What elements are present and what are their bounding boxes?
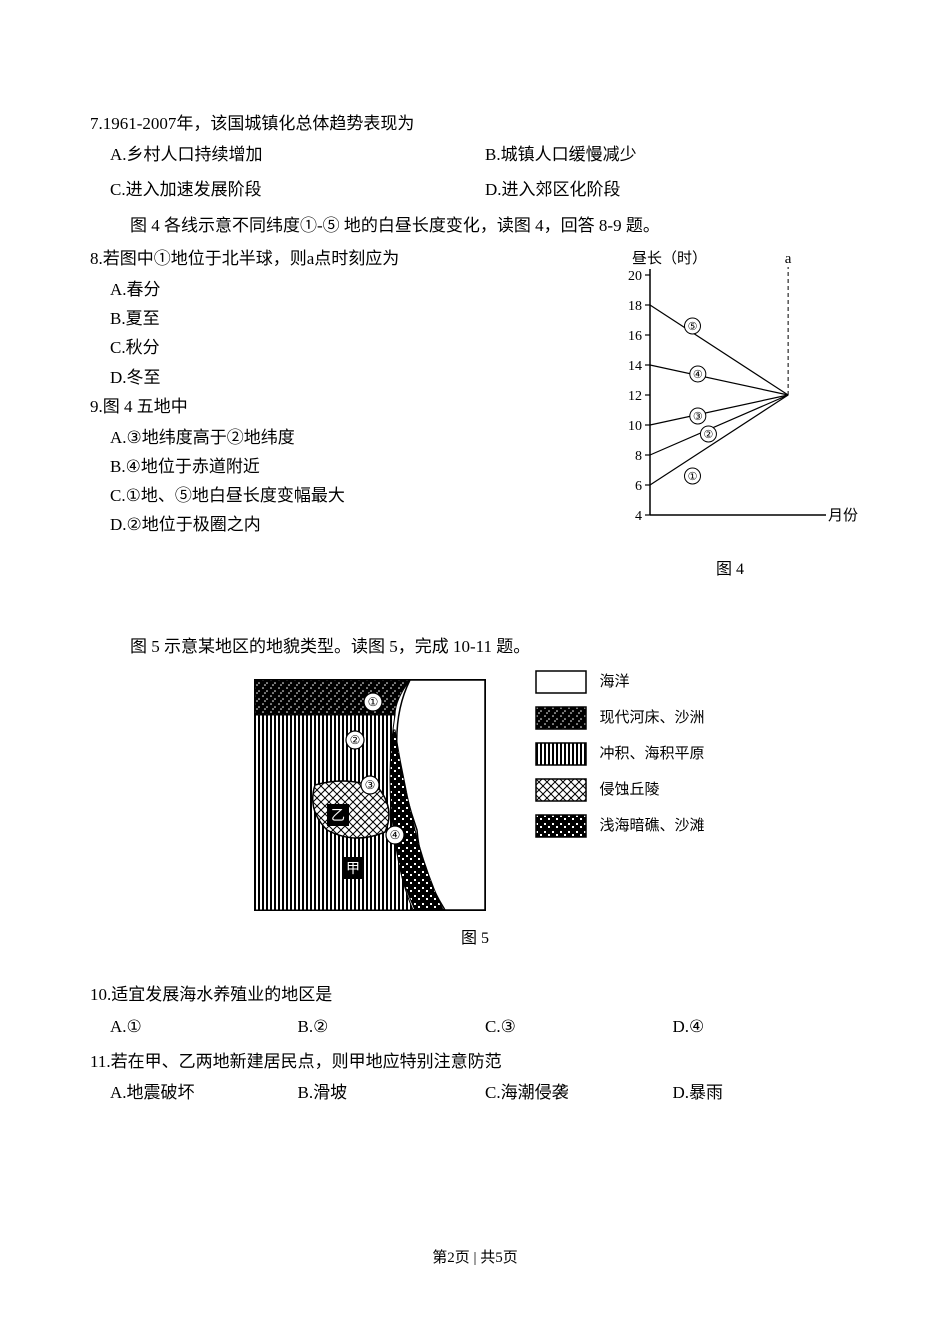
q7-options-row2: C.进入加速发展阶段 D.进入郊区化阶段 xyxy=(110,176,860,203)
q7-option-c: C.进入加速发展阶段 xyxy=(110,176,485,203)
q8-stem: 8.若图中①地位于北半球，则a点时刻应为 xyxy=(90,245,600,272)
svg-text:甲: 甲 xyxy=(346,862,360,877)
q11-option-c: C.海潮侵袭 xyxy=(485,1079,673,1106)
legend-swatch-icon xyxy=(535,670,587,694)
q8-q9-block: 8.若图中①地位于北半球，则a点时刻应为 A.春分 B.夏至 C.秋分 D.冬至… xyxy=(90,245,860,583)
q10-option-a: A.① xyxy=(110,1013,298,1040)
svg-text:6: 6 xyxy=(635,479,642,494)
question-10: 10.适宜发展海水养殖业的地区是 A.① B.② C.③ D.④ xyxy=(90,981,860,1039)
map5-caption: 图 5 xyxy=(90,926,860,952)
intro-fig4: 图 4 各线示意不同纬度①-⑤ 地的白昼长度变化，读图 4，回答 8-9 题。 xyxy=(130,212,860,239)
svg-text:昼长（时）: 昼长（时） xyxy=(632,250,707,267)
legend-label: 海洋 xyxy=(599,670,629,694)
q8-options: A.春分 B.夏至 C.秋分 D.冬至 xyxy=(110,276,600,391)
q7-option-d: D.进入郊区化阶段 xyxy=(485,176,860,203)
question-9: 9.图 4 五地中 A.③地纬度高于②地纬度 B.④地位于赤道附近 C.①地、⑤… xyxy=(90,393,600,539)
question-7: 7.1961-2007年，该国城镇化总体趋势表现为 A.乡村人口持续增加 B.城… xyxy=(90,110,860,204)
svg-text:4: 4 xyxy=(635,509,642,524)
svg-text:⑤: ⑤ xyxy=(688,321,698,333)
q11-option-d: D.暴雨 xyxy=(673,1079,861,1106)
q9-stem: 9.图 4 五地中 xyxy=(90,393,600,420)
q7-options-row1: A.乡村人口持续增加 B.城镇人口缓慢减少 xyxy=(110,141,860,168)
svg-text:20: 20 xyxy=(628,269,642,284)
svg-text:8: 8 xyxy=(635,449,642,464)
svg-text:①: ① xyxy=(368,695,379,709)
q10-option-d: D.④ xyxy=(673,1013,861,1040)
svg-text:18: 18 xyxy=(628,299,642,314)
q8-option-c: C.秋分 xyxy=(110,334,600,361)
q8-option-a: A.春分 xyxy=(110,276,600,303)
legend-label: 浅海暗礁、沙滩 xyxy=(599,814,704,838)
legend-swatch-icon xyxy=(535,814,587,838)
page-footer: 第2页 | 共5页 xyxy=(90,1246,860,1270)
q9-option-d: D.②地位于极圈之内 xyxy=(110,511,600,538)
q8-q9-text: 8.若图中①地位于北半球，则a点时刻应为 A.春分 B.夏至 C.秋分 D.冬至… xyxy=(90,245,600,541)
map5-legend: 海洋现代河床、沙洲冲积、海积平原侵蚀丘陵浅海暗礁、沙滩 xyxy=(535,670,704,838)
q11-option-a: A.地震破坏 xyxy=(110,1079,298,1106)
map5-svg: ① ② ③ ④ 甲 乙 xyxy=(245,670,495,920)
legend-swatch-icon xyxy=(535,706,587,730)
figure-4: 20 18 16 14 12 10 8 6 4 昼长（时） 月份 ① ②③ ④ ⑤ a 图 4 xyxy=(600,245,860,583)
q10-option-b: B.② xyxy=(298,1013,486,1040)
legend-item: 海洋 xyxy=(535,670,704,694)
q9-options: A.③地纬度高于②地纬度 B.④地位于赤道附近 C.①地、⑤地白昼长度变幅最大 … xyxy=(110,424,600,539)
question-8: 8.若图中①地位于北半球，则a点时刻应为 A.春分 B.夏至 C.秋分 D.冬至 xyxy=(90,245,600,391)
legend-swatch-icon xyxy=(535,778,587,802)
legend-label: 现代河床、沙洲 xyxy=(599,706,704,730)
question-11: 11.若在甲、乙两地新建居民点，则甲地应特别注意防范 A.地震破坏 B.滑坡 C… xyxy=(90,1048,860,1106)
q7-stem: 7.1961-2007年，该国城镇化总体趋势表现为 xyxy=(90,110,860,137)
svg-text:14: 14 xyxy=(628,359,642,374)
legend-label: 侵蚀丘陵 xyxy=(599,778,659,802)
q10-stem: 10.适宜发展海水养殖业的地区是 xyxy=(90,981,860,1008)
svg-text:④: ④ xyxy=(390,828,401,842)
q10-option-c: C.③ xyxy=(485,1013,673,1040)
q11-stem: 11.若在甲、乙两地新建居民点，则甲地应特别注意防范 xyxy=(90,1048,860,1075)
legend-item: 浅海暗礁、沙滩 xyxy=(535,814,704,838)
q9-option-c: C.①地、⑤地白昼长度变幅最大 xyxy=(110,482,600,509)
svg-text:③: ③ xyxy=(693,411,703,423)
svg-text:月份: 月份 xyxy=(828,507,858,524)
chart4-caption: 图 4 xyxy=(600,557,860,583)
q7-option-b: B.城镇人口缓慢减少 xyxy=(485,141,860,168)
svg-text:12: 12 xyxy=(628,389,642,404)
svg-text:16: 16 xyxy=(628,329,642,344)
q8-option-b: B.夏至 xyxy=(110,305,600,332)
legend-item: 冲积、海积平原 xyxy=(535,742,704,766)
svg-text:a: a xyxy=(785,251,792,267)
svg-text:10: 10 xyxy=(628,419,642,434)
svg-text:③: ③ xyxy=(365,778,376,792)
map-legend-row: ① ② ③ ④ 甲 乙 海洋现代河床、沙洲冲积、海积平原侵蚀丘陵浅海暗礁、沙滩 xyxy=(90,670,860,920)
legend-label: 冲积、海积平原 xyxy=(599,742,704,766)
q10-options: A.① B.② C.③ D.④ xyxy=(110,1013,860,1040)
intro-fig5: 图 5 示意某地区的地貌类型。读图 5，完成 10-11 题。 xyxy=(130,633,860,660)
legend-item: 侵蚀丘陵 xyxy=(535,778,704,802)
q9-option-b: B.④地位于赤道附近 xyxy=(110,453,600,480)
q8-option-d: D.冬至 xyxy=(110,364,600,391)
svg-text:④: ④ xyxy=(693,369,703,381)
figure-5-section: 图 5 示意某地区的地貌类型。读图 5，完成 10-11 题。 ① ② ③ ④ 甲 乙 海… xyxy=(90,633,860,952)
q11-option-b: B.滑坡 xyxy=(298,1079,486,1106)
q11-options: A.地震破坏 B.滑坡 C.海潮侵袭 D.暴雨 xyxy=(110,1079,860,1106)
svg-text:②: ② xyxy=(350,733,361,747)
chart4-svg: 20 18 16 14 12 10 8 6 4 昼长（时） 月份 ① ②③ ④ ⑤ a xyxy=(600,245,860,545)
svg-text:②: ② xyxy=(704,429,714,441)
q9-option-a: A.③地纬度高于②地纬度 xyxy=(110,424,600,451)
svg-text:乙: 乙 xyxy=(331,808,345,824)
svg-text:①: ① xyxy=(688,471,698,483)
legend-item: 现代河床、沙洲 xyxy=(535,706,704,730)
legend-swatch-icon xyxy=(535,742,587,766)
q7-option-a: A.乡村人口持续增加 xyxy=(110,141,485,168)
